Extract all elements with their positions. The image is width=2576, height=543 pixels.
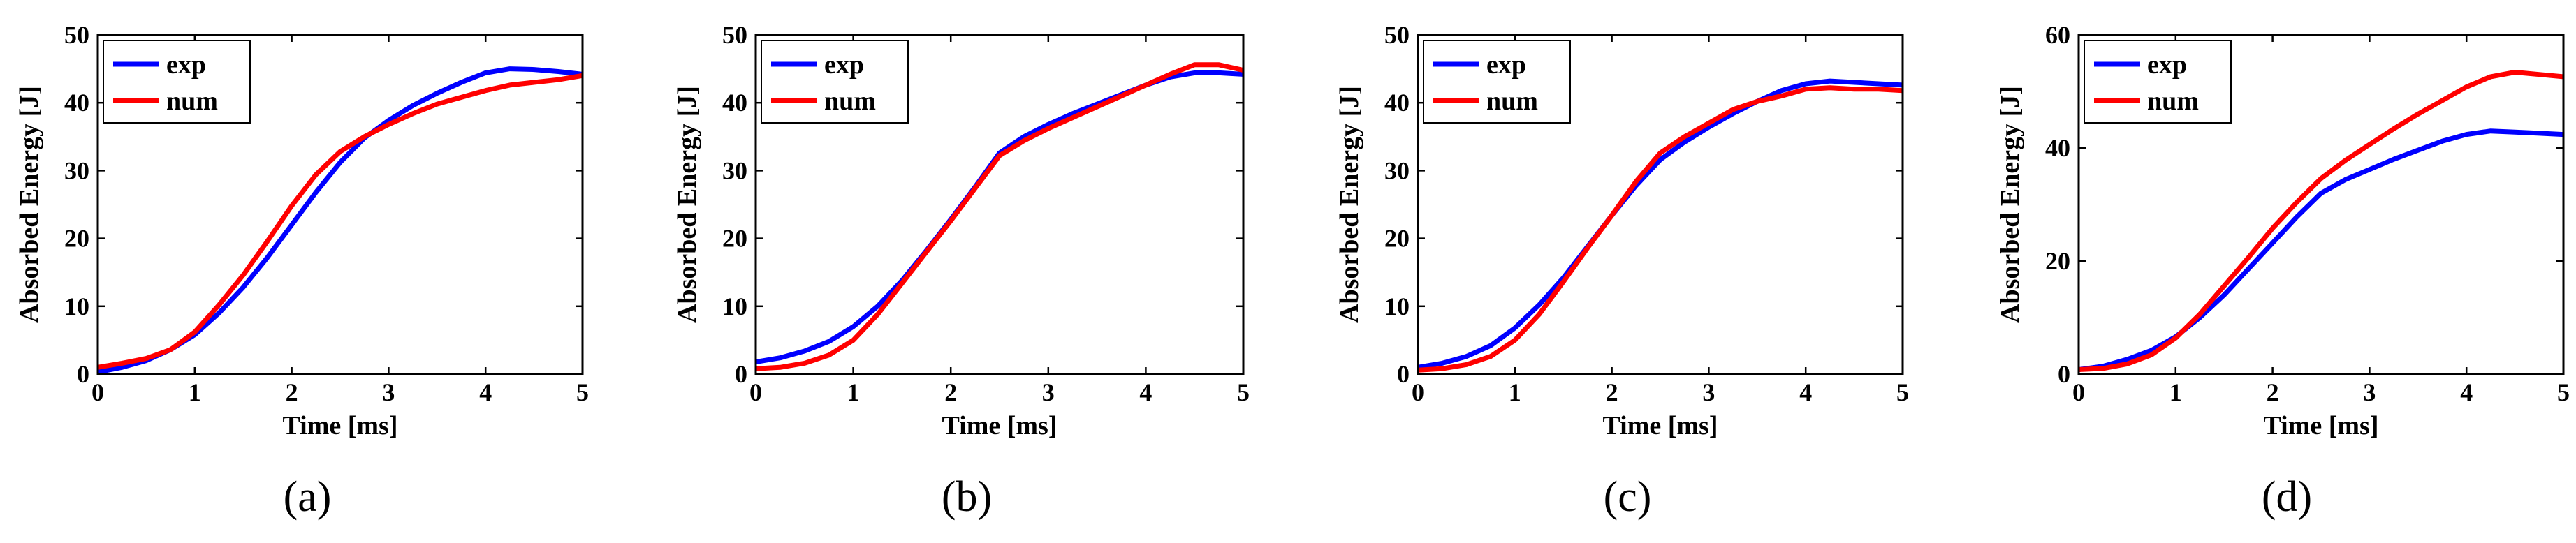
axes-frame bbox=[754, 34, 1245, 375]
y-axis-label: Absorbed Energy [J] bbox=[673, 86, 702, 323]
y-tick-label: 0 bbox=[2058, 360, 2070, 388]
y-tick-label: 30 bbox=[1384, 156, 1410, 184]
y-tick-label: 10 bbox=[722, 292, 747, 320]
legend-label-num: num bbox=[166, 87, 218, 116]
y-tick-label: 50 bbox=[64, 21, 89, 49]
y-tick-label: 0 bbox=[1397, 360, 1410, 388]
x-tick-label: 1 bbox=[189, 378, 201, 406]
y-tick-label: 0 bbox=[77, 360, 89, 388]
x-tick-label: 0 bbox=[92, 378, 104, 406]
x-axis-label: Time [ms] bbox=[2264, 411, 2379, 440]
legend-box bbox=[1423, 40, 1571, 124]
x-tick-label: 4 bbox=[1799, 378, 1812, 406]
y-tick-label: 20 bbox=[2045, 247, 2070, 275]
x-tick-label: 1 bbox=[847, 378, 860, 406]
y-tick-label: 40 bbox=[722, 89, 747, 117]
y-tick-label: 40 bbox=[1384, 89, 1410, 117]
x-tick-label: 2 bbox=[944, 378, 957, 406]
x-tick-label: 3 bbox=[382, 378, 395, 406]
x-axis-label: Time [ms] bbox=[942, 411, 1058, 440]
x-tick-label: 1 bbox=[1509, 378, 1521, 406]
x-tick-label: 4 bbox=[1139, 378, 1152, 406]
legend-label-num: num bbox=[824, 87, 876, 116]
legend-label-num: num bbox=[1486, 87, 1538, 116]
y-axis-label: Absorbed Energy [J] bbox=[1996, 86, 2025, 323]
y-tick-label: 60 bbox=[2045, 21, 2070, 49]
x-tick-label: 5 bbox=[576, 378, 589, 406]
legend-label-exp: exp bbox=[166, 50, 206, 80]
series-line-num bbox=[98, 73, 583, 370]
axes-frame bbox=[2077, 34, 2565, 375]
legend: exp num bbox=[103, 40, 251, 124]
x-tick-label: 4 bbox=[479, 378, 492, 406]
y-tick-label: 50 bbox=[1384, 21, 1410, 49]
panel-caption: (c) bbox=[1604, 473, 1652, 521]
y-tick-label: 0 bbox=[735, 360, 747, 388]
x-axis-label: Time [ms] bbox=[283, 411, 398, 440]
y-tick-label: 30 bbox=[64, 156, 89, 184]
x-tick-label: 3 bbox=[1042, 378, 1055, 406]
legend-box bbox=[761, 40, 909, 124]
x-tick-label: 2 bbox=[286, 378, 298, 406]
y-tick-label: 20 bbox=[722, 225, 747, 253]
legend-label-exp: exp bbox=[1486, 50, 1526, 80]
legend: exp num bbox=[1423, 40, 1571, 124]
panel-caption: (b) bbox=[942, 473, 992, 521]
y-tick-label: 40 bbox=[64, 89, 89, 117]
x-tick-label: 2 bbox=[2267, 378, 2279, 406]
x-axis-label: Time [ms] bbox=[1603, 411, 1718, 440]
axes-frame bbox=[1417, 34, 1904, 375]
panel-caption: (d) bbox=[2262, 473, 2312, 521]
y-axis-label: Absorbed Energy [J] bbox=[1335, 86, 1364, 323]
x-tick-label: 5 bbox=[1896, 378, 1909, 406]
x-tick-label: 0 bbox=[749, 378, 762, 406]
y-tick-label: 30 bbox=[722, 156, 747, 184]
x-tick-label: 1 bbox=[2169, 378, 2182, 406]
legend-box bbox=[2084, 40, 2232, 124]
x-tick-label: 3 bbox=[2363, 378, 2376, 406]
series-line-num bbox=[1418, 85, 1903, 373]
legend: exp num bbox=[761, 40, 909, 124]
legend-label-exp: exp bbox=[2147, 50, 2187, 80]
x-tick-label: 4 bbox=[2460, 378, 2473, 406]
y-tick-label: 10 bbox=[1384, 292, 1410, 320]
x-tick-label: 5 bbox=[2557, 378, 2570, 406]
series-line-num bbox=[756, 62, 1243, 371]
legend: exp num bbox=[2084, 40, 2232, 124]
x-tick-label: 5 bbox=[1237, 378, 1250, 406]
series-line-num bbox=[2079, 70, 2563, 372]
y-tick-label: 40 bbox=[2045, 134, 2070, 162]
x-tick-label: 0 bbox=[2072, 378, 2085, 406]
x-tick-label: 2 bbox=[1606, 378, 1618, 406]
x-tick-label: 3 bbox=[1702, 378, 1715, 406]
series-line-exp bbox=[1418, 78, 1903, 370]
axes-frame bbox=[96, 34, 584, 375]
y-tick-label: 20 bbox=[64, 225, 89, 253]
y-tick-label: 10 bbox=[64, 292, 89, 320]
series-line-exp bbox=[2079, 128, 2563, 372]
legend-box bbox=[103, 40, 251, 124]
legend-label-exp: exp bbox=[824, 50, 864, 80]
legend-label-num: num bbox=[2147, 87, 2199, 116]
x-tick-label: 0 bbox=[1412, 378, 1424, 406]
y-axis-label: Absorbed Energy [J] bbox=[15, 86, 44, 323]
y-tick-label: 50 bbox=[722, 21, 747, 49]
y-tick-label: 20 bbox=[1384, 225, 1410, 253]
panel-caption: (a) bbox=[284, 473, 332, 521]
chart-panel-4: 0 1 2 3 4 5 0 20 40 60 Time [ms] Absorbed Energy [J… bbox=[1996, 21, 2570, 521]
